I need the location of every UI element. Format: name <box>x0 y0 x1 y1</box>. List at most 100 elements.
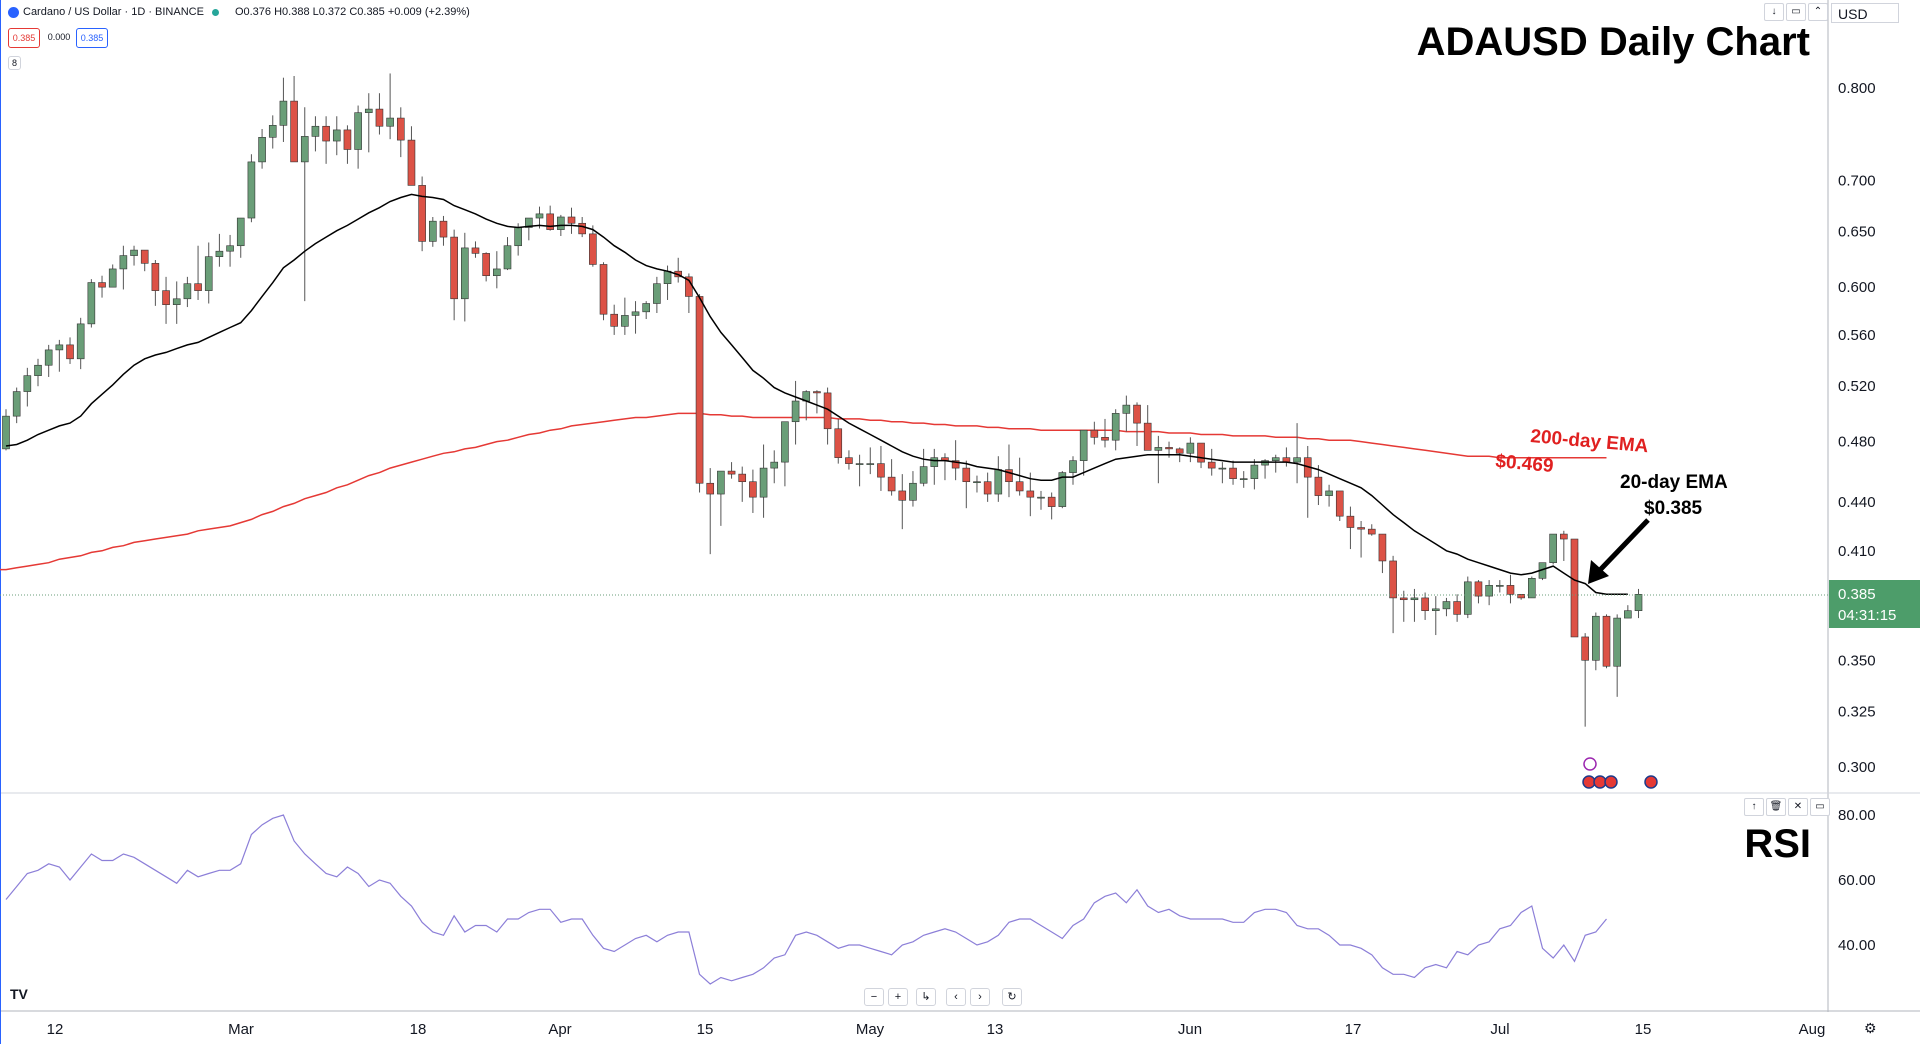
candle-up <box>119 255 128 270</box>
candle-up <box>23 375 32 392</box>
candle-down <box>1560 533 1568 540</box>
rsi-axis-tick: 80.00 <box>1838 807 1876 824</box>
candle-down <box>1570 538 1579 638</box>
candle-down <box>439 220 448 238</box>
symbol-header[interactable]: Cardano / US Dollar · 1D · BINANCE O0.37… <box>8 4 470 20</box>
symbol-title[interactable]: Cardano / US Dollar · 1D · BINANCE <box>23 6 204 18</box>
candle-down <box>1047 496 1056 507</box>
price-axis-tick: 0.700 <box>1838 172 1876 189</box>
ema20-annotation-value: $0.385 <box>1644 498 1703 519</box>
candle-down <box>1026 490 1035 498</box>
candle-up <box>770 461 779 469</box>
candle-up <box>1463 581 1472 615</box>
ema20-line <box>5 193 1628 596</box>
time-axis-tick: 15 <box>697 1021 714 1038</box>
candle-down <box>482 253 490 277</box>
candle-down <box>567 216 576 224</box>
tradingview-logo-icon[interactable]: TV <box>10 986 28 1002</box>
price-axis-tick: 0.600 <box>1838 279 1876 296</box>
currency-selector[interactable]: USD <box>1831 3 1899 23</box>
close-pane-icon[interactable]: ✕ <box>1788 798 1808 816</box>
candle-up <box>1592 615 1600 661</box>
market-status-icon <box>211 8 219 16</box>
cardano-logo-icon <box>8 6 19 18</box>
candle-up <box>258 137 266 163</box>
rsi-axis-tick: 40.00 <box>1838 937 1876 954</box>
price-axis-tick: 0.650 <box>1838 224 1876 241</box>
delete-pane-icon[interactable]: 🗑 <box>1766 798 1786 816</box>
candle-up <box>354 112 362 150</box>
gear-icon[interactable]: ⚙ <box>1864 1020 1877 1036</box>
candle-up <box>1111 413 1120 441</box>
scroll-down-icon[interactable]: ↓ <box>1764 3 1784 21</box>
time-axis-tick: Jul <box>1490 1021 1509 1038</box>
candle-down <box>1453 601 1461 615</box>
candle-up <box>791 400 800 423</box>
candle-down <box>1143 422 1152 451</box>
candle-down <box>877 463 885 478</box>
sell-button[interactable]: 0.385 <box>8 28 40 48</box>
scroll-right-button[interactable]: › <box>970 988 990 1006</box>
candle-down <box>471 247 480 254</box>
candle-down <box>887 476 896 492</box>
candle-up <box>87 282 96 325</box>
candle-down <box>322 125 330 142</box>
candle-up <box>386 117 394 127</box>
collapse-pane-icon[interactable]: ⌃ <box>1808 3 1828 21</box>
candle-up <box>557 216 565 230</box>
candle-down <box>1335 490 1344 517</box>
candle-up <box>44 349 53 366</box>
candle-up <box>1122 404 1131 414</box>
candle-up <box>1079 429 1088 461</box>
candle-down <box>1602 615 1611 667</box>
price-axis-tick: 0.560 <box>1838 327 1876 344</box>
candle-up <box>108 268 117 288</box>
candle-down <box>1506 585 1515 595</box>
candle-up <box>866 463 875 465</box>
candle-down <box>1197 442 1205 463</box>
zoom-out-button[interactable]: − <box>864 988 884 1006</box>
current-price-tag <box>1829 580 1920 628</box>
candle-up <box>279 100 288 126</box>
candle-up <box>525 217 533 228</box>
candle-up <box>653 283 661 304</box>
move-pane-up-icon[interactable]: ↑ <box>1744 798 1764 816</box>
candle-up <box>428 220 437 242</box>
price-axis-tick: 0.350 <box>1838 652 1876 669</box>
candle-down <box>1005 469 1013 483</box>
candle-up <box>1058 472 1067 507</box>
candle-up <box>1037 496 1045 499</box>
price-axis-tick: 0.440 <box>1838 494 1876 511</box>
candle-down <box>1015 481 1024 492</box>
candle-down <box>738 473 747 483</box>
candle-up <box>1613 617 1621 667</box>
spread-value: 0.000 <box>44 28 74 46</box>
candle-up <box>2 415 10 450</box>
time-axis-tick: Apr <box>548 1021 571 1038</box>
candle-down <box>162 290 170 305</box>
buy-button[interactable]: 0.385 <box>76 28 108 48</box>
candle-down <box>1101 437 1109 441</box>
zoom-in-button[interactable]: + <box>888 988 908 1006</box>
time-axis-tick: 18 <box>410 1021 427 1038</box>
reset-scale-button[interactable]: ↻ <box>1002 988 1022 1006</box>
candle-up <box>1261 460 1269 466</box>
bar-countdown-label: 04:31:15 <box>1838 607 1896 624</box>
scroll-left-button[interactable]: ‹ <box>946 988 966 1006</box>
candle-down <box>1357 527 1365 530</box>
candle-down <box>375 108 384 127</box>
candle-up <box>55 344 64 351</box>
chart-title: ADAUSD Daily Chart <box>1416 20 1810 64</box>
maximize-rsi-pane-icon[interactable]: ▭ <box>1810 798 1830 816</box>
price-axis-tick: 0.480 <box>1838 434 1876 451</box>
candle-down <box>418 185 426 242</box>
candle-up <box>1442 601 1451 610</box>
ohlc-values: O0.376 H0.388 L0.372 C0.385 +0.009 (+2.3… <box>234 6 470 18</box>
maximize-pane-icon[interactable]: ▭ <box>1786 3 1806 21</box>
reset-chart-button[interactable]: ↳ <box>916 988 936 1006</box>
indicators-count-toggle[interactable]: 8 <box>8 56 22 70</box>
candle-up <box>1239 478 1248 480</box>
candle-down <box>98 282 106 288</box>
candle-down <box>1389 560 1397 599</box>
